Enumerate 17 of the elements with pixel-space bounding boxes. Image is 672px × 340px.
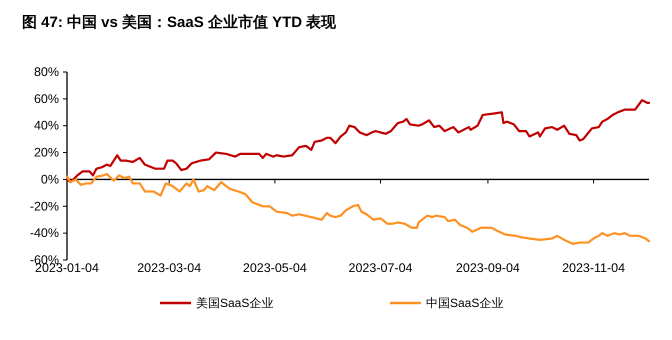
- legend-label: 美国SaaS企业: [196, 296, 274, 310]
- y-tick-label: 20%: [34, 146, 59, 160]
- y-tick-label: 0%: [40, 172, 59, 186]
- y-tick-label: -20%: [30, 199, 59, 214]
- x-tick-label: 2023-09-04: [456, 261, 520, 275]
- y-tick-label: 60%: [34, 92, 59, 106]
- legend-label: 中国SaaS企业: [426, 296, 504, 310]
- x-tick-label: 2023-05-04: [242, 261, 307, 275]
- y-tick-label: 40%: [34, 118, 59, 133]
- line-series: [66, 172, 650, 245]
- line-series: [66, 99, 650, 184]
- x-tick-label: 2023-11-04: [562, 261, 626, 275]
- x-tick-label: 2023-07-04: [348, 261, 413, 275]
- y-tick-label: 80%: [34, 65, 59, 79]
- x-tick-label: 2023-03-04: [137, 261, 202, 275]
- chart-title: 图 47: 中国 vs 美国：SaaS 企业市值 YTD 表现: [22, 13, 338, 31]
- y-tick-label: -40%: [30, 226, 59, 240]
